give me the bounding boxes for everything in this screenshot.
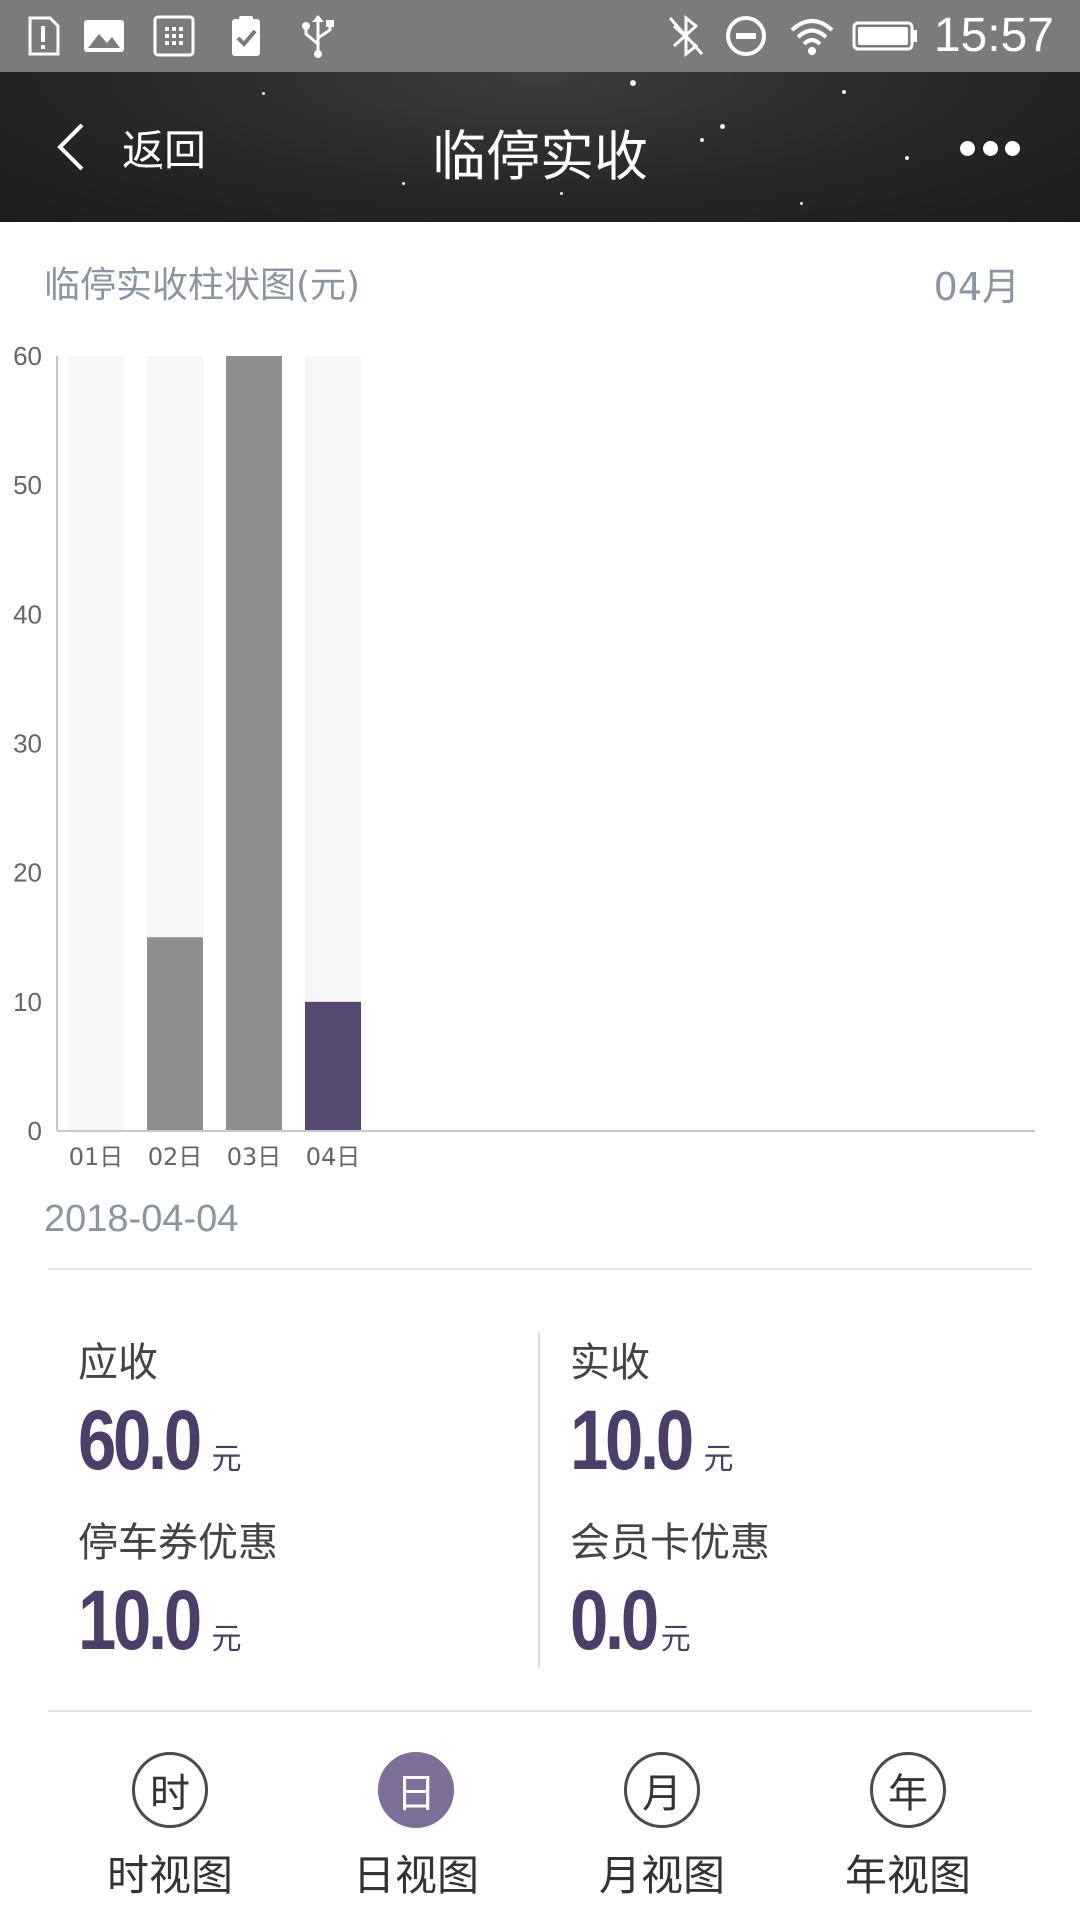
- member-card-discount-value: 0.0 元: [570, 1573, 691, 1667]
- app-notification-icon: [153, 15, 195, 57]
- tab-label: 年视图: [844, 1851, 971, 1900]
- received-value: 10.0 元: [570, 1393, 734, 1487]
- more-options-button[interactable]: [960, 136, 1020, 160]
- y-tick-label: 30: [13, 729, 42, 759]
- alert-notification-icon: [28, 16, 60, 56]
- bar-chart: 0 10 20 30 40 50 60 01日 02日 03日 04日: [13, 341, 1035, 1171]
- received-label: 实收: [570, 1340, 650, 1386]
- day-icon: 日: [378, 1752, 454, 1828]
- y-tick-label: 40: [13, 599, 42, 629]
- status-bar: 15:57: [0, 0, 1080, 72]
- clipboard-check-icon: [232, 16, 260, 56]
- member-card-discount-label: 会员卡优惠: [570, 1520, 770, 1566]
- chart-title: 临停实收柱状图(元): [44, 265, 361, 306]
- y-tick-label: 50: [13, 470, 42, 500]
- usb-icon: [302, 15, 334, 58]
- stats-divider: [538, 1332, 540, 1668]
- y-tick-label: 10: [13, 987, 42, 1017]
- x-tick-label: 04日: [306, 1143, 361, 1171]
- app-header: 返回 临停实收: [0, 72, 1080, 222]
- tab-day-view[interactable]: 日 日视图: [316, 1752, 516, 1903]
- chart-header: 临停实收柱状图(元) 04月: [44, 256, 1034, 309]
- bar: [147, 937, 203, 1131]
- tab-label: 时视图: [106, 1851, 233, 1900]
- coupon-discount-label: 停车券优惠: [78, 1520, 278, 1566]
- image-notification-icon: [84, 20, 124, 52]
- divider: [48, 1268, 1032, 1270]
- month-icon: 月: [624, 1752, 700, 1828]
- tab-hour-view[interactable]: 时 时视图: [70, 1752, 270, 1903]
- y-tick-label: 0: [28, 1116, 42, 1146]
- bar-track: [68, 356, 124, 1131]
- tab-label: 月视图: [598, 1851, 725, 1900]
- year-icon: 年: [870, 1752, 946, 1828]
- coupon-discount-value: 10.0 元: [78, 1573, 242, 1667]
- unit-label: 元: [211, 1443, 242, 1476]
- month-selector[interactable]: 04月: [933, 265, 1020, 309]
- do-not-disturb-icon: [726, 16, 766, 56]
- hour-icon: 时: [132, 1752, 208, 1828]
- y-tick-label: 60: [13, 341, 42, 371]
- x-tick-label: 03日: [227, 1143, 282, 1171]
- divider: [48, 1710, 1032, 1712]
- battery-icon: [852, 21, 917, 51]
- back-button[interactable]: 返回: [52, 112, 206, 182]
- unit-label: 元: [211, 1623, 242, 1656]
- more-dots-icon: [960, 140, 975, 156]
- wifi-icon: [790, 19, 834, 55]
- unit-label: 元: [660, 1623, 691, 1656]
- tab-year-view[interactable]: 年 年视图: [808, 1752, 1008, 1903]
- bar: [226, 356, 282, 1131]
- receivable-label: 应收: [78, 1340, 158, 1386]
- unit-label: 元: [703, 1443, 734, 1476]
- chevron-left-icon: [57, 123, 84, 171]
- y-tick-label: 20: [13, 858, 42, 888]
- tab-month-view[interactable]: 月 月视图: [562, 1752, 762, 1903]
- selected-date: 2018-04-04: [44, 1198, 239, 1240]
- x-tick-label: 01日: [69, 1143, 124, 1171]
- page-title: 临停实收: [432, 125, 648, 188]
- bar: [305, 1001, 361, 1131]
- back-label: 返回: [122, 125, 207, 175]
- bluetooth-off-icon: [668, 14, 704, 58]
- status-time: 15:57: [933, 9, 1054, 62]
- tab-label: 日视图: [352, 1851, 479, 1900]
- x-tick-label: 02日: [148, 1143, 203, 1171]
- receivable-value: 60.0 元: [78, 1393, 242, 1487]
